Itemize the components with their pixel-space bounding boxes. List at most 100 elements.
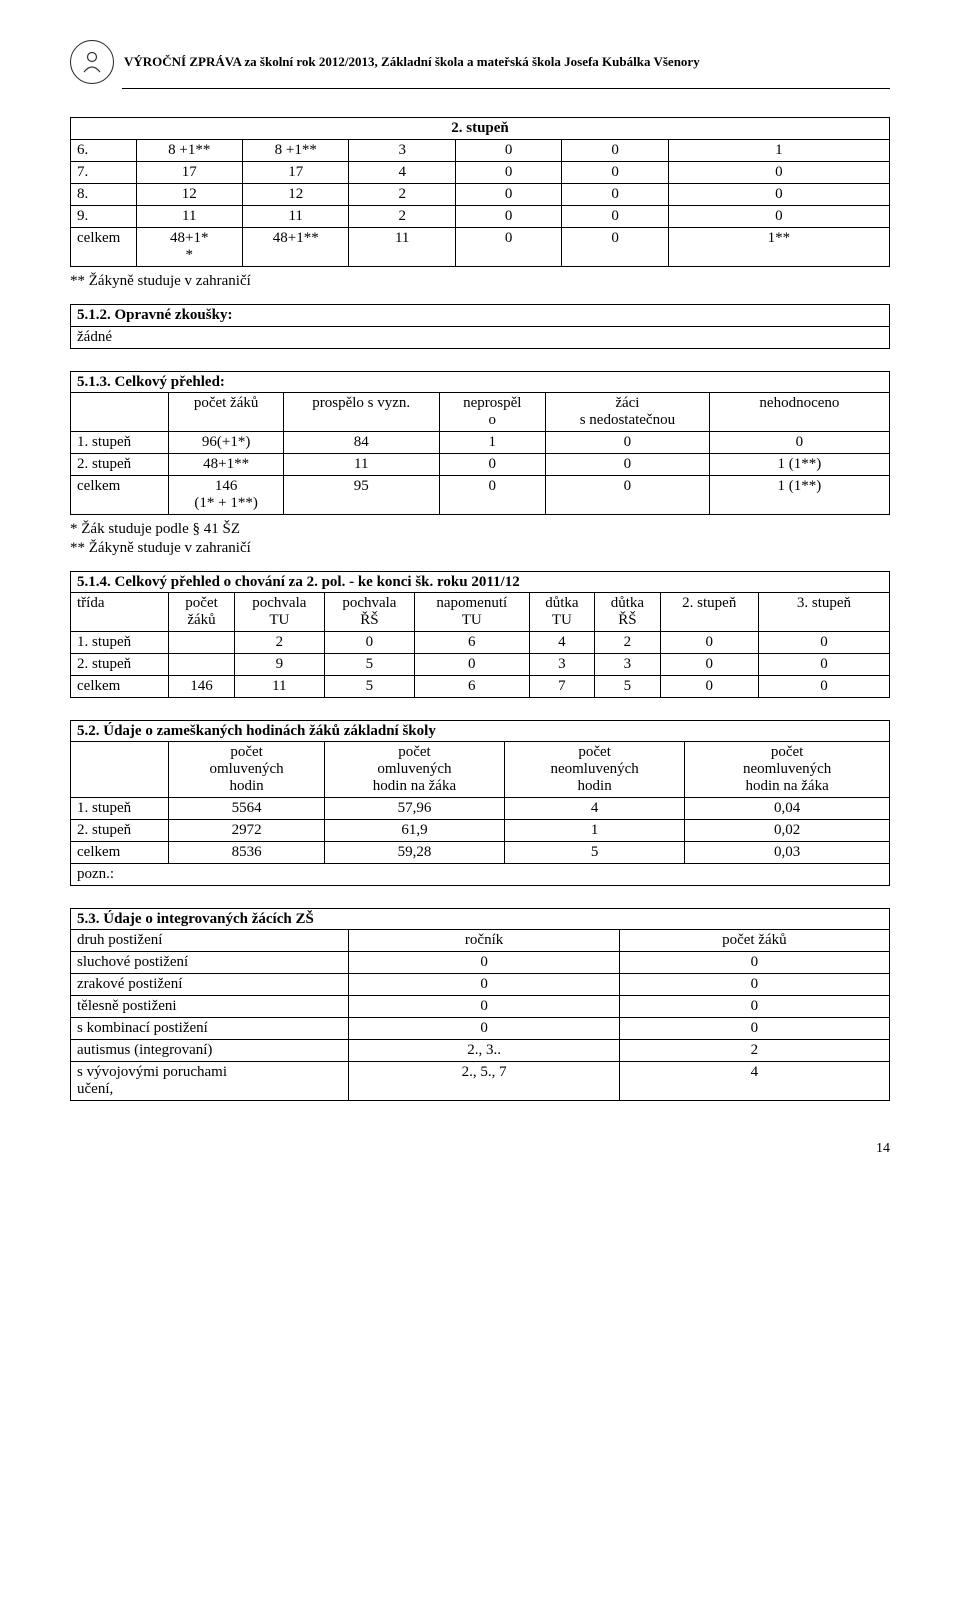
table-cell: početomluvenýchhodin na žáka	[324, 742, 504, 798]
table-cell	[169, 654, 235, 676]
table-cell: 2. stupeň	[660, 593, 758, 632]
table-cell: 2. stupeň	[71, 820, 169, 842]
table-cell: 0	[349, 1018, 619, 1040]
table-cell: pochvalaTU	[234, 593, 324, 632]
table-cell: 0	[562, 184, 668, 206]
table-row: celkem48+1**48+1**11001**	[71, 228, 890, 267]
table-cell: 5	[505, 842, 685, 864]
section-52-heading-table: 5.2. Údaje o zameškaných hodinách žáků z…	[70, 720, 890, 742]
table-row: autismus (integrovaní)2., 3..2	[71, 1040, 890, 1062]
table-cell: 1	[505, 820, 685, 842]
table-cell: 3. stupeň	[758, 593, 889, 632]
heading-513: 5.1.3. Celkový přehled:	[71, 372, 890, 394]
table-cell: 8536	[169, 842, 325, 864]
table-row: tělesně postiženi00	[71, 996, 890, 1018]
heading-53: 5.3. Údaje o integrovaných žácích ZŠ	[71, 909, 890, 931]
table-cell: autismus (integrovaní)	[71, 1040, 349, 1062]
table-cell: 8 +1**	[242, 140, 348, 162]
header-title: VÝROČNÍ ZPRÁVA za školní rok 2012/2013, …	[124, 54, 700, 70]
heading-512: 5.1.2. Opravné zkoušky:	[71, 305, 890, 327]
table-row: s vývojovými poruchamiučení,2., 5., 74	[71, 1062, 890, 1101]
table-cell: 1**	[668, 228, 889, 267]
table-cell: 0	[619, 996, 889, 1018]
table-header-row: početomluvenýchhodinpočetomluvenýchhodin…	[71, 742, 890, 798]
table-cell: 2	[234, 632, 324, 654]
table-row: s kombinací postižení00	[71, 1018, 890, 1040]
table-cell: 0	[660, 676, 758, 698]
table-cell: zrakové postižení	[71, 974, 349, 996]
school-logo-icon	[70, 40, 114, 84]
table-cell: 11	[349, 228, 455, 267]
table-cell: 0	[349, 952, 619, 974]
table-cell: 5564	[169, 798, 325, 820]
table-cell: 9	[234, 654, 324, 676]
table-cell: 0	[562, 228, 668, 267]
table-cell: 0	[546, 454, 710, 476]
table-cell: 2., 5., 7	[349, 1062, 619, 1101]
table-cell: 0	[619, 1018, 889, 1040]
heading-514: 5.1.4. Celkový přehled o chování za 2. p…	[71, 572, 890, 594]
table-cell: 7.	[71, 162, 137, 184]
table-cell: 84	[283, 432, 439, 454]
report-header: VÝROČNÍ ZPRÁVA za školní rok 2012/2013, …	[70, 40, 890, 84]
table-cell: 0	[546, 432, 710, 454]
table-cell: 0	[414, 654, 529, 676]
table-row: 6.8 +1**8 +1**3001	[71, 140, 890, 162]
note-513-1: * Žák studuje podle § 41 ŠZ	[70, 521, 890, 538]
table-cell: 9.	[71, 206, 137, 228]
table-cell: 0	[455, 162, 561, 184]
table-cell: 0	[324, 632, 414, 654]
table-cell: 95	[283, 476, 439, 515]
table-cell: pozn.:	[71, 864, 890, 886]
table-cell: 7	[529, 676, 595, 698]
table-cell: početneomluvenýchhodin	[505, 742, 685, 798]
table-title: 2. stupeň	[71, 118, 890, 140]
table-cell: 0	[546, 476, 710, 515]
table-cell: 48+1**	[169, 454, 284, 476]
table-cell: 0	[562, 162, 668, 184]
table-cell: 0	[562, 206, 668, 228]
table-cell: 59,28	[324, 842, 504, 864]
table-stage2: 2. stupeň 6.8 +1**8 +1**30017.171740008.…	[70, 117, 890, 267]
table-cell: ročník	[349, 930, 619, 952]
table-cell: 5	[324, 676, 414, 698]
table-cell: 4	[505, 798, 685, 820]
table-cell: 146(1* + 1**)	[169, 476, 284, 515]
table-header-row: třídapočetžákůpochvalaTUpochvalaŘŠnapome…	[71, 593, 890, 632]
table-cell: 4	[349, 162, 455, 184]
table-cell: 0	[349, 996, 619, 1018]
table-cell: celkem	[71, 676, 169, 698]
table-cell: početneomluvenýchhodin na žáka	[685, 742, 890, 798]
table-row: celkem853659,2850,03	[71, 842, 890, 864]
heading-52: 5.2. Údaje o zameškaných hodinách žáků z…	[71, 721, 890, 743]
table-cell: 6.	[71, 140, 137, 162]
table-cell: 0	[349, 974, 619, 996]
table-cell: 1 (1**)	[709, 476, 889, 515]
table-cell: napomenutíTU	[414, 593, 529, 632]
table-cell: 3	[529, 654, 595, 676]
table-cell: 11	[136, 206, 242, 228]
table-cell: celkem	[71, 476, 169, 515]
table-cell: prospělo s vyzn.	[283, 393, 439, 432]
table-cell: 11	[242, 206, 348, 228]
table-row: zrakové postižení00	[71, 974, 890, 996]
table-cell: nehodnoceno	[709, 393, 889, 432]
table-cell: žácis nedostatečnou	[546, 393, 710, 432]
table-cell: 17	[136, 162, 242, 184]
section-512: 5.1.2. Opravné zkoušky: žádné	[70, 304, 890, 349]
table-cell: 0	[562, 140, 668, 162]
table-cell: s vývojovými poruchamiučení,	[71, 1062, 349, 1101]
table-cell: 0	[619, 952, 889, 974]
table-cell: sluchové postižení	[71, 952, 349, 974]
table-cell: 2. stupeň	[71, 654, 169, 676]
table-cell: 12	[136, 184, 242, 206]
table-cell: 1. stupeň	[71, 432, 169, 454]
note-513-2: ** Žákyně studuje v zahraničí	[70, 540, 890, 557]
table-cell: 2	[619, 1040, 889, 1062]
table-cell: 57,96	[324, 798, 504, 820]
table-cell: 0	[619, 974, 889, 996]
table-cell: 48+1**	[136, 228, 242, 267]
table-cell: 0	[709, 432, 889, 454]
table-514: třídapočetžákůpochvalaTUpochvalaŘŠnapome…	[70, 592, 890, 698]
table-cell: 0,03	[685, 842, 890, 864]
